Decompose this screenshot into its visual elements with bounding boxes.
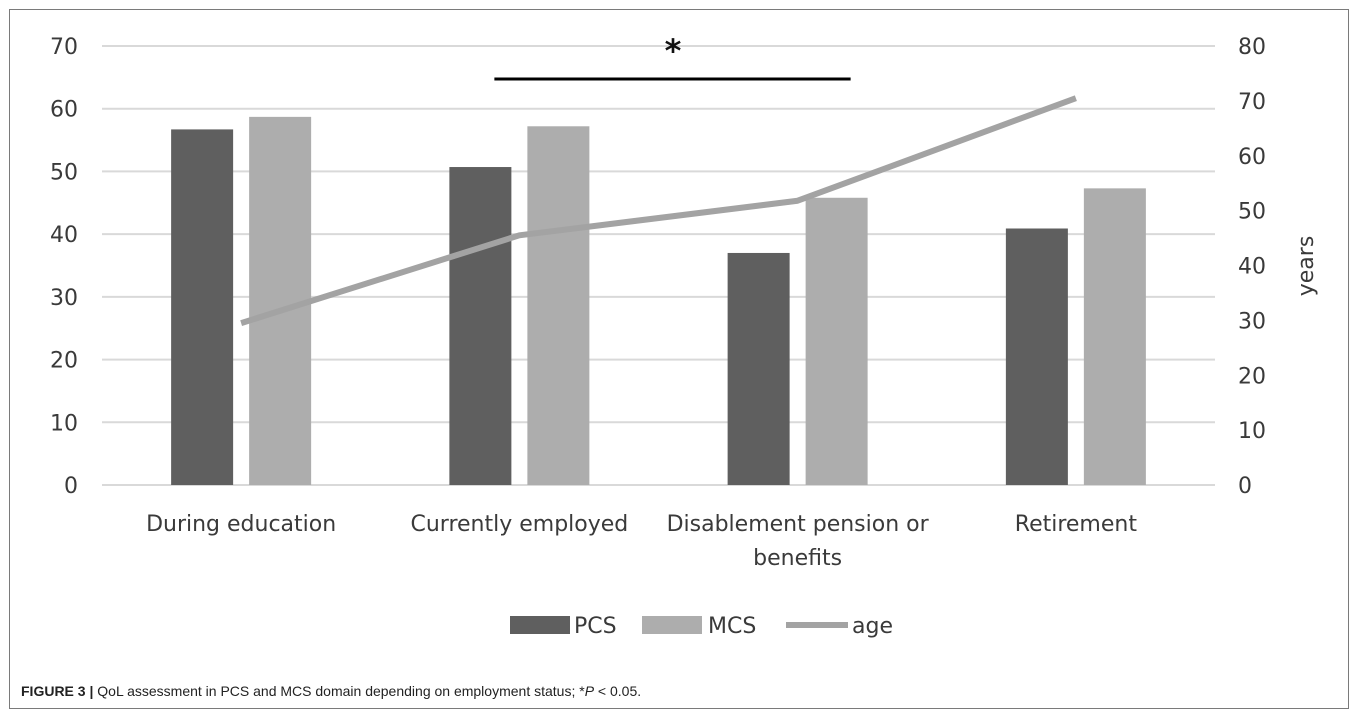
caption-text: QoL assessment in PCS and MCS domain dep…	[93, 683, 585, 699]
left-tick-label: 50	[50, 160, 78, 185]
legend-label-pcs: PCS	[574, 614, 617, 639]
bars	[171, 116, 1146, 486]
right-tick-label: 50	[1238, 200, 1266, 225]
significance-bracket: *	[494, 32, 851, 81]
left-tick-label: 0	[64, 474, 78, 499]
legend-label-mcs: MCS	[708, 614, 756, 639]
legend-label-age: age	[852, 614, 893, 639]
right-tick-label: 40	[1238, 255, 1266, 280]
significance-marker: *	[665, 32, 682, 70]
bar-pcs	[727, 252, 790, 485]
category-label: During education	[146, 512, 336, 537]
category-labels: During education Currently employed Disabl…	[146, 512, 1137, 571]
line-age	[240, 95, 1077, 326]
caption-italic-p: P	[584, 683, 595, 699]
bar-pcs	[449, 167, 512, 485]
caption-text-end: < 0.05.	[594, 683, 642, 699]
right-axis-label: years	[1294, 236, 1319, 297]
bar-mcs	[249, 116, 312, 486]
category-label: Retirement	[1015, 512, 1138, 537]
category-label: Disablement pension or	[667, 512, 930, 537]
bar-mcs	[805, 197, 868, 486]
left-tick-label: 30	[50, 286, 78, 311]
left-tick-label: 70	[50, 35, 78, 60]
figure-frame	[9, 9, 1349, 709]
right-tick-label: 70	[1238, 90, 1266, 115]
bar-pcs	[171, 129, 234, 485]
bar-pcs	[1005, 228, 1068, 485]
category-label: benefits	[753, 546, 842, 571]
bar-mcs	[527, 126, 590, 485]
right-tick-label: 20	[1238, 364, 1266, 389]
bar-mcs	[1083, 188, 1146, 485]
category-label: Currently employed	[410, 512, 628, 537]
right-tick-label: 60	[1238, 145, 1266, 170]
left-tick-label: 20	[50, 349, 78, 374]
right-tick-label: 30	[1238, 309, 1266, 334]
caption-label: FIGURE 3 |	[21, 683, 94, 699]
left-axis-ticks: 0 10 20 30 40 50 60 70	[50, 35, 78, 499]
legend-swatch-pcs	[510, 616, 570, 634]
left-tick-label: 60	[50, 98, 78, 123]
left-tick-label: 40	[50, 223, 78, 248]
right-axis-ticks: 0 10 20 30 40 50 60 70 80	[1238, 35, 1266, 499]
figure-caption: FIGURE 3 | QoL assessment in PCS and MCS…	[21, 683, 641, 699]
right-tick-label: 0	[1238, 474, 1252, 499]
left-tick-label: 10	[50, 411, 78, 436]
right-tick-label: 80	[1238, 35, 1266, 60]
legend-swatch-mcs	[642, 616, 702, 634]
age-line	[240, 95, 1077, 326]
right-tick-label: 10	[1238, 419, 1266, 444]
legend: PCS MCS age	[510, 614, 893, 639]
